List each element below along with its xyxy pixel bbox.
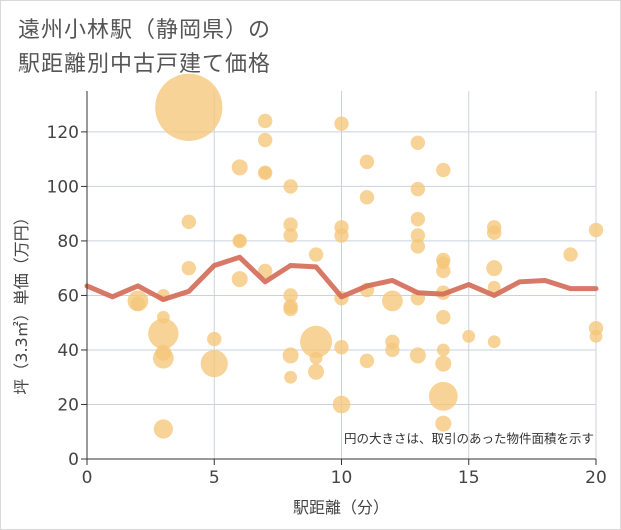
bubble-15	[233, 234, 247, 248]
axes	[81, 91, 597, 465]
bubble-24	[283, 228, 298, 243]
bubble-54	[436, 162, 451, 178]
y-tick-label-120: 120	[47, 123, 79, 143]
bubble-12	[200, 349, 228, 378]
bubble-41	[359, 190, 375, 205]
bubble-67	[486, 260, 503, 277]
bubble-21	[257, 263, 273, 279]
bubble-33	[308, 363, 325, 380]
bubble-57	[436, 263, 451, 279]
bubble-46	[385, 342, 400, 358]
bubble-47	[410, 135, 426, 150]
bubble-50	[410, 228, 426, 243]
bubble-61	[435, 355, 452, 372]
bubble-22	[283, 179, 298, 194]
bubble-13	[231, 159, 248, 176]
bubble-49	[410, 211, 426, 227]
y-tick-label-40: 40	[57, 341, 79, 361]
bubble-71	[588, 222, 604, 238]
bubble-30	[308, 247, 324, 262]
x-tick-label-5: 5	[209, 468, 220, 488]
bubble-31	[300, 325, 333, 358]
bubble-73	[589, 329, 603, 343]
bubble-29	[284, 370, 297, 384]
bubble-69	[487, 335, 501, 349]
average-line-group	[84, 254, 599, 303]
y-tick-label-80: 80	[57, 232, 79, 252]
bubble-68	[487, 280, 501, 294]
bubble-36	[334, 228, 349, 243]
bubble-44	[382, 290, 403, 312]
chart-title: 遠州小林駅（静岡県）の 駅距離別中古戸建て価格	[18, 14, 271, 82]
size-note: 円の大きさは、取引のあった物件面積を示す	[344, 431, 594, 446]
bubble-8	[153, 419, 173, 439]
x-tick-label-15: 15	[458, 468, 480, 488]
bubble-48	[410, 181, 426, 197]
title-line-1: 遠州小林駅（静岡県）の	[18, 18, 272, 43]
bubble-18	[257, 132, 273, 148]
bubble-66	[487, 225, 502, 240]
y-tick-label-0: 0	[68, 450, 79, 470]
bubble-28	[282, 347, 299, 364]
y-axis-label: 坪（3.3㎡）単価（万円）	[12, 209, 31, 394]
bubble-10	[181, 260, 196, 276]
bubble-7	[152, 347, 174, 369]
y-tick-label-100: 100	[47, 177, 79, 197]
bubble-51	[410, 239, 426, 254]
bubble-62	[428, 381, 458, 411]
bubble-23	[283, 217, 298, 232]
bubble-53	[409, 347, 426, 364]
bubble-20	[258, 166, 272, 180]
bubble-59	[436, 310, 451, 325]
bubble-60	[436, 343, 450, 357]
bubble-43	[359, 353, 375, 369]
tick-labels: 0 5 10 15 20 0 20 40 60 80 100 120	[47, 123, 607, 488]
bubble-34	[334, 116, 349, 131]
bubble-39	[332, 395, 351, 414]
x-axis-label: 駅距離（分）	[293, 498, 389, 517]
bubble-5	[148, 318, 179, 349]
bubble-0	[155, 73, 223, 141]
bubble-40	[359, 154, 375, 170]
y-tick-label-20: 20	[57, 395, 79, 415]
bubble-64	[462, 329, 476, 343]
x-tick-label-10: 10	[331, 468, 353, 488]
bubble-27	[283, 301, 298, 317]
bubble-11	[207, 331, 222, 347]
average-line	[84, 254, 599, 303]
bubble-25	[283, 288, 298, 303]
y-tick-label-60: 60	[57, 286, 79, 306]
bubble-2	[130, 296, 146, 311]
bubble-9	[181, 214, 196, 230]
title-line-2: 駅距離別中古戸建て価格	[18, 52, 272, 77]
bubble-38	[334, 340, 349, 355]
bubbles	[127, 73, 604, 439]
bubble-63	[435, 415, 452, 432]
x-tick-label-20: 20	[585, 468, 607, 488]
bubble-17	[257, 113, 273, 129]
bubble-16	[231, 271, 248, 288]
x-tick-label-0: 0	[82, 468, 93, 488]
bubble-70	[563, 247, 578, 262]
bubble-32	[309, 351, 323, 365]
